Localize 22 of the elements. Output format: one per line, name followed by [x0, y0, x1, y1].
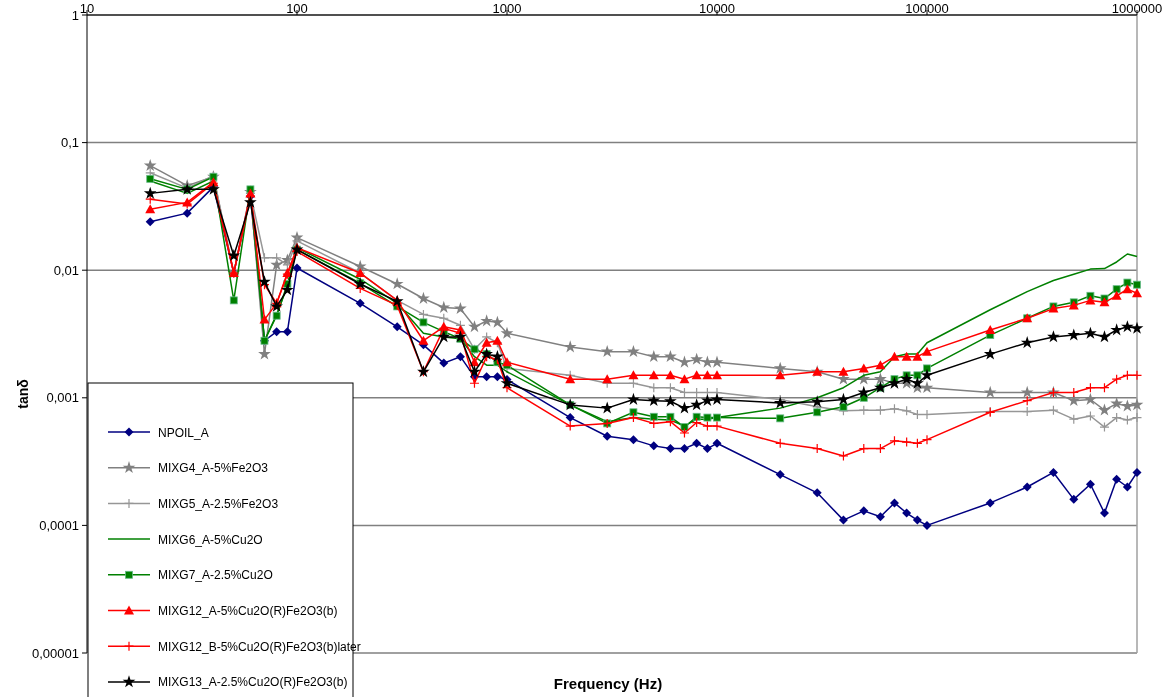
y-tick-label: 0,0001: [39, 517, 79, 533]
y-tick-label: 0,00001: [32, 645, 79, 661]
x-tick-label: 10000: [698, 1, 736, 16]
y-tick-label: 0,01: [53, 262, 79, 278]
x-tick-label: 10: [79, 1, 95, 16]
y-tick-label: 0,001: [46, 390, 79, 406]
legend-label: MIXG12_A-5%Cu2O(R)Fe2O3(b): [158, 604, 338, 618]
x-tick-label: 1000: [492, 1, 522, 16]
legend-label: NPOIL_A: [158, 425, 209, 440]
y-tick-label: 0,1: [60, 135, 79, 151]
legend-label: MIXG6_A-5%Cu2O: [158, 532, 263, 547]
legend-label: MIXG7_A-2.5%Cu2O: [158, 568, 273, 583]
y-tick-label: 1: [71, 7, 79, 23]
x-tick-label: 100000: [905, 1, 949, 16]
y-axis-title: tanδ: [15, 379, 31, 409]
x-tick-label: 1000000: [1111, 1, 1163, 16]
legend-label: MIXG5_A-2.5%Fe2O3: [158, 496, 279, 511]
x-axis-title: Frequency (Hz): [553, 675, 663, 692]
x-tick-label: 100: [286, 1, 308, 16]
legend-label: MIXG13_A-2.5%Cu2O(R)Fe2O3(b): [158, 675, 348, 690]
legend-label: MIXG12_B-5%Cu2O(R)Fe2O3(b)later: [158, 639, 361, 654]
legend-label: MIXG4_A-5%Fe2O3: [158, 461, 269, 476]
